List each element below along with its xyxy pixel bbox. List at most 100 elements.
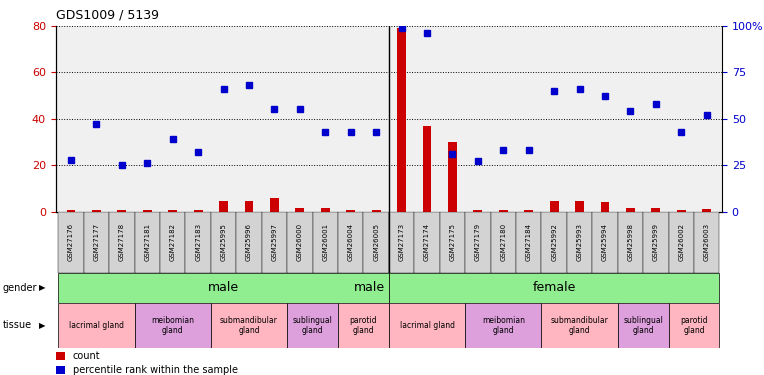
Text: GSM27179: GSM27179	[475, 223, 481, 261]
Bar	[270, 198, 279, 211]
Text: lacrimal gland: lacrimal gland	[400, 321, 455, 330]
Text: meibomian
gland: meibomian gland	[482, 316, 525, 335]
Bar	[287, 303, 338, 348]
Text: GDS1009 / 5139: GDS1009 / 5139	[56, 9, 159, 22]
Text: sublingual
gland: sublingual gland	[293, 316, 332, 335]
Bar	[592, 211, 618, 273]
Text: GSM27174: GSM27174	[424, 223, 430, 261]
Text: meibomian
gland: meibomian gland	[151, 316, 194, 335]
Bar	[338, 211, 364, 273]
Bar	[244, 201, 254, 211]
Bar	[134, 303, 211, 348]
Text: GSM27180: GSM27180	[500, 223, 507, 261]
Bar	[262, 211, 287, 273]
Bar	[168, 210, 177, 212]
Bar	[236, 211, 262, 273]
Bar	[321, 208, 330, 212]
Bar	[92, 210, 101, 212]
Text: GSM26004: GSM26004	[348, 223, 354, 261]
Text: GSM25996: GSM25996	[246, 223, 252, 261]
Bar	[118, 210, 126, 212]
Bar	[134, 211, 160, 273]
Bar	[652, 208, 660, 212]
Text: GSM27184: GSM27184	[526, 223, 532, 261]
Text: GSM25998: GSM25998	[627, 223, 633, 261]
Bar	[516, 211, 542, 273]
Bar	[575, 201, 584, 211]
Text: male: male	[354, 281, 385, 294]
Text: GSM26001: GSM26001	[322, 223, 329, 261]
Bar	[414, 211, 440, 273]
Text: GSM25997: GSM25997	[271, 223, 277, 261]
Text: parotid
gland: parotid gland	[350, 316, 377, 335]
Text: GSM25994: GSM25994	[602, 224, 608, 261]
Bar	[618, 303, 668, 348]
Text: GSM26000: GSM26000	[297, 223, 303, 261]
Bar	[56, 352, 66, 360]
Text: ▶: ▶	[39, 321, 46, 330]
Bar	[422, 126, 432, 212]
Bar	[211, 211, 236, 273]
Text: submandibular
gland: submandibular gland	[551, 316, 608, 335]
Text: count: count	[73, 351, 101, 361]
Bar	[465, 303, 542, 348]
Bar	[626, 208, 635, 212]
Text: tissue: tissue	[2, 320, 31, 330]
Bar	[372, 210, 380, 212]
Bar	[702, 209, 711, 212]
Bar	[287, 211, 312, 273]
Text: GSM27182: GSM27182	[170, 223, 176, 261]
Text: GSM25992: GSM25992	[551, 224, 557, 261]
Bar	[346, 210, 355, 212]
Text: GSM25995: GSM25995	[221, 224, 227, 261]
Bar	[465, 211, 490, 273]
Bar	[474, 210, 482, 212]
Bar	[211, 303, 287, 348]
Bar	[567, 211, 592, 273]
Bar	[58, 303, 134, 348]
Bar	[160, 211, 186, 273]
Bar	[58, 211, 84, 273]
Bar	[397, 28, 406, 211]
Text: gender: gender	[2, 283, 37, 293]
Text: lacrimal gland: lacrimal gland	[69, 321, 124, 330]
Bar	[490, 211, 516, 273]
Bar	[389, 273, 720, 303]
Bar	[186, 211, 211, 273]
Bar	[84, 211, 109, 273]
Text: ▶: ▶	[39, 283, 46, 292]
Text: GSM27177: GSM27177	[93, 223, 99, 261]
Bar	[668, 303, 720, 348]
Bar	[312, 211, 338, 273]
Bar	[677, 210, 686, 212]
Bar	[601, 202, 610, 211]
Text: female: female	[533, 281, 576, 294]
Bar	[618, 211, 643, 273]
Text: GSM26002: GSM26002	[678, 223, 685, 261]
Text: GSM27178: GSM27178	[119, 223, 125, 261]
Text: GSM27175: GSM27175	[449, 223, 455, 261]
Text: male: male	[208, 281, 239, 294]
Text: GSM25993: GSM25993	[577, 223, 583, 261]
Bar	[58, 273, 389, 303]
Bar	[194, 210, 202, 212]
Bar	[694, 211, 720, 273]
Text: GSM26005: GSM26005	[373, 223, 379, 261]
Bar	[338, 303, 389, 348]
Bar	[542, 303, 618, 348]
Text: sublingual
gland: sublingual gland	[623, 316, 663, 335]
Text: GSM27181: GSM27181	[144, 223, 151, 261]
Bar	[668, 211, 694, 273]
Bar	[550, 201, 558, 211]
Bar	[143, 210, 152, 212]
Bar	[499, 210, 508, 212]
Bar	[364, 211, 389, 273]
Text: parotid
gland: parotid gland	[680, 316, 707, 335]
Bar	[440, 211, 465, 273]
Text: GSM26003: GSM26003	[704, 223, 710, 261]
Text: GSM25999: GSM25999	[653, 223, 659, 261]
Bar	[389, 211, 414, 273]
Bar	[542, 211, 567, 273]
Text: submandibular
gland: submandibular gland	[220, 316, 278, 335]
Bar	[219, 201, 228, 211]
